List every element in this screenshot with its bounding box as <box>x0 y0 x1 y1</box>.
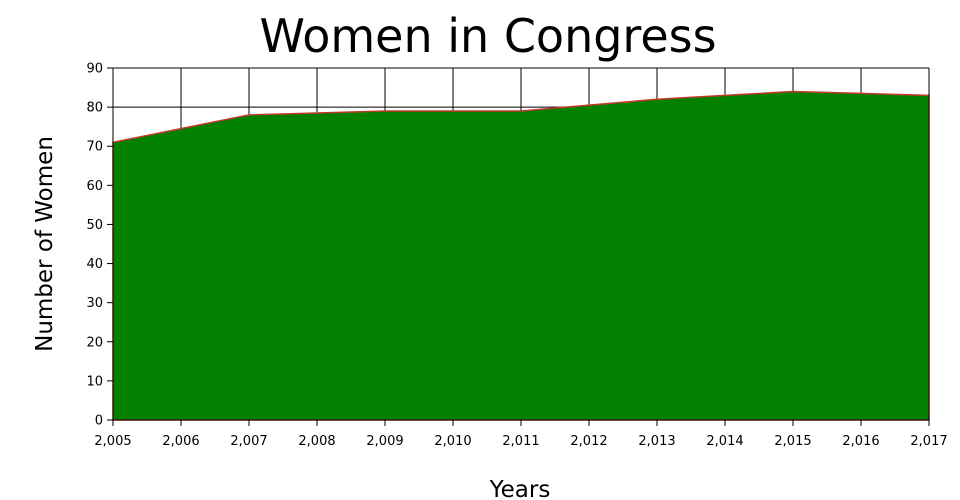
data-point <box>792 90 794 93</box>
x-tick-label: 2,011 <box>502 434 539 449</box>
x-tick-label: 2,008 <box>298 434 335 449</box>
y-axis-label: Number of Women <box>32 136 58 352</box>
x-axis-ticks: 2,005 2,006 2,007 2,008 2,009 2,010 2,011 2,012… <box>94 420 948 449</box>
y-tick-label: 50 <box>86 218 103 233</box>
data-point <box>520 110 522 112</box>
y-tick-label: 80 <box>86 101 103 116</box>
x-tick-label: 2,012 <box>570 434 607 449</box>
data-point <box>316 112 318 114</box>
data-point <box>724 94 726 97</box>
data-point <box>452 110 454 112</box>
data-point <box>860 92 862 95</box>
area-series-layer <box>112 90 930 421</box>
x-tick-label: 2,006 <box>162 434 199 449</box>
x-tick-label: 2,016 <box>842 434 879 449</box>
y-tick-label: 60 <box>86 179 103 194</box>
y-tick-label: 40 <box>86 257 103 272</box>
x-tick-label: 2,010 <box>434 434 471 449</box>
x-tick-label: 2,015 <box>774 434 811 449</box>
y-tick-label: 90 <box>86 62 103 77</box>
y-tick-label: 0 <box>95 414 103 429</box>
x-tick-label: 2,017 <box>910 434 947 449</box>
y-tick-label: 70 <box>86 140 103 155</box>
x-tick-label: 2,007 <box>230 434 267 449</box>
data-point <box>180 127 182 130</box>
x-tick-label: 2,009 <box>366 434 403 449</box>
area-series <box>112 90 930 421</box>
data-point <box>384 110 386 112</box>
chart-title: Women in Congress <box>259 9 716 63</box>
y-tick-label: 10 <box>86 374 103 389</box>
x-tick-label: 2,013 <box>638 434 675 449</box>
data-point <box>248 114 250 116</box>
y-tick-label: 30 <box>86 296 103 311</box>
x-tick-label: 2,005 <box>94 434 131 449</box>
data-point <box>588 104 590 106</box>
y-axis-ticks: 0 10 20 30 40 50 60 70 80 90 <box>86 62 113 429</box>
data-point <box>656 98 658 101</box>
y-tick-label: 20 <box>86 335 103 350</box>
x-tick-label: 2,014 <box>706 434 743 449</box>
x-axis-label: Years <box>489 477 551 500</box>
